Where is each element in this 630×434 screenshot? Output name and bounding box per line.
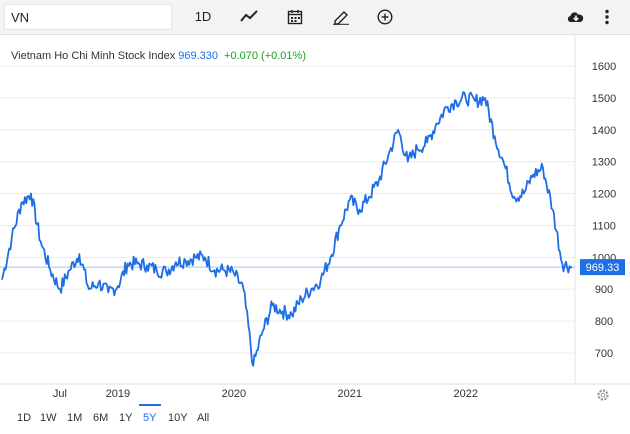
range-selector: 1D 1W 1M 6M 1Y 5Y 10Y All bbox=[0, 404, 630, 434]
toolbar: VN 1D bbox=[0, 0, 630, 35]
y-tick-label: 1600 bbox=[592, 61, 616, 73]
current-value-badge bbox=[580, 259, 625, 276]
more-vertical-icon[interactable] bbox=[600, 5, 614, 29]
range-button-6m[interactable]: 6M bbox=[93, 412, 109, 424]
current-value-label: 969.33 bbox=[586, 262, 620, 274]
pencil-icon[interactable] bbox=[330, 5, 352, 29]
series-line bbox=[1, 91, 573, 367]
active-range-indicator bbox=[139, 404, 161, 406]
range-button-all[interactable]: All bbox=[197, 412, 210, 424]
plus-circle-icon[interactable] bbox=[374, 5, 396, 29]
range-button-1d[interactable]: 1D bbox=[17, 412, 32, 424]
y-tick-label: 1200 bbox=[592, 189, 616, 201]
line-chart-icon[interactable] bbox=[236, 5, 262, 29]
gear-icon[interactable] bbox=[597, 389, 609, 401]
y-tick-label: 1100 bbox=[592, 220, 616, 232]
price-chart[interactable]: 700 800 900 1000 1100 1200 1300 1400 1500 1600 Jul… bbox=[0, 34, 630, 404]
range-button-1w[interactable]: 1W bbox=[40, 412, 57, 424]
x-tick-label: 2022 bbox=[453, 388, 477, 400]
y-tick-label: 1500 bbox=[592, 93, 616, 105]
y-tick-label: 700 bbox=[595, 348, 613, 360]
index-price: 969.330 bbox=[178, 50, 219, 62]
chart-title: Vietnam Ho Chi Minh Stock Index 969.330 +0… bbox=[11, 50, 306, 62]
range-button-10y[interactable]: 10Y bbox=[168, 412, 188, 424]
x-tick-label: 2019 bbox=[106, 388, 130, 400]
x-tick-label: Jul bbox=[53, 388, 67, 400]
y-tick-label: 800 bbox=[595, 316, 613, 328]
index-name: Vietnam Ho Chi Minh Stock Index bbox=[11, 50, 176, 62]
y-tick-label: 900 bbox=[595, 284, 613, 296]
symbol-input[interactable]: VN bbox=[4, 4, 172, 30]
y-tick-label: 1300 bbox=[592, 157, 616, 169]
cloud-download-icon[interactable] bbox=[565, 5, 587, 29]
range-button-5y[interactable]: 5Y bbox=[143, 412, 157, 424]
calendar-icon[interactable] bbox=[284, 5, 306, 29]
range-button-1y[interactable]: 1Y bbox=[119, 412, 133, 424]
index-change: +0.070 (+0.01%) bbox=[224, 50, 306, 62]
y-tick-label: 1000 bbox=[592, 252, 616, 264]
y-tick-label: 1400 bbox=[592, 125, 616, 137]
x-tick-label: 2020 bbox=[222, 388, 246, 400]
range-button-1m[interactable]: 1M bbox=[67, 412, 83, 424]
interval-button[interactable]: 1D bbox=[194, 9, 212, 24]
x-tick-label: 2021 bbox=[338, 388, 362, 400]
